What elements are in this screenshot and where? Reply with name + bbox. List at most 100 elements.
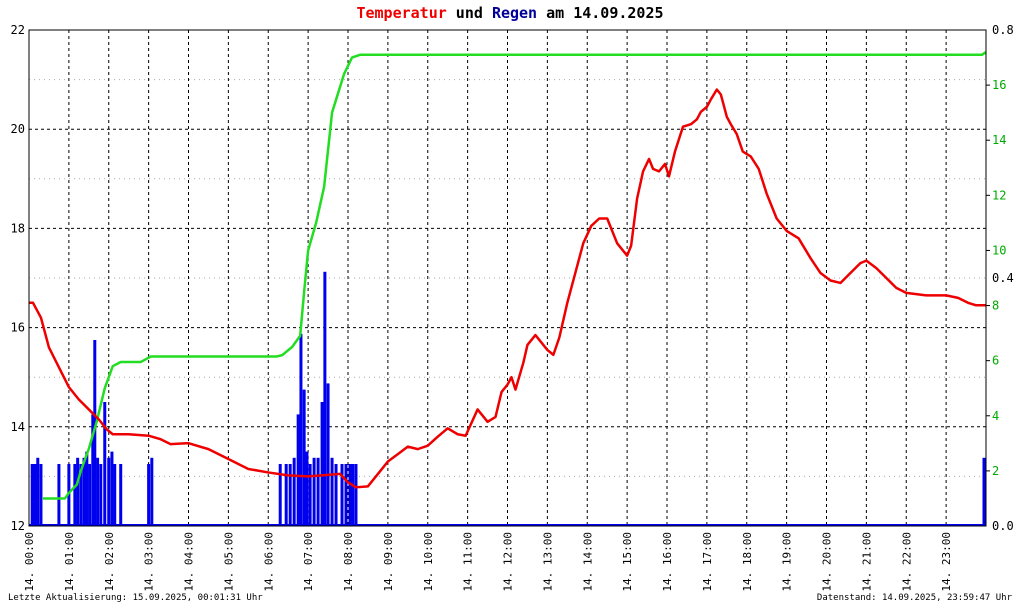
x-tick-label: 14. 11:00 xyxy=(462,532,475,592)
grid xyxy=(29,30,986,526)
y-right-total-tick-label: 10 xyxy=(992,243,1006,257)
rain-rate-bar xyxy=(320,402,324,526)
x-tick-label: 14. 08:00 xyxy=(342,532,355,592)
rain-rate-bar xyxy=(107,457,111,526)
y-left-tick-label: 16 xyxy=(11,321,25,335)
x-tick-label: 14. 15:00 xyxy=(621,532,634,592)
rain-rate-bar xyxy=(288,464,292,526)
rain-rate-bar xyxy=(344,464,348,526)
rain-rate-bar xyxy=(73,464,77,526)
y-right-total-tick-label: 16 xyxy=(992,78,1006,92)
y-right-rate-tick-label: 0.4 xyxy=(992,271,1014,285)
rain-rate-bar xyxy=(91,414,95,526)
rain-rate-bar xyxy=(312,457,316,526)
rain-rate-bar xyxy=(330,457,334,526)
title-temperature: Temperatur xyxy=(356,4,447,22)
axes xyxy=(28,29,990,527)
y-right-total-tick-label: 4 xyxy=(992,409,999,423)
rain-rate-bar xyxy=(113,464,117,526)
x-tick-label: 14. 14:00 xyxy=(581,532,594,592)
rain-rate-bar xyxy=(982,457,986,526)
y-right-total-tick-label: 8 xyxy=(992,299,999,313)
title-and: und xyxy=(446,4,492,22)
y-right-rate-tick-label: 0.0 xyxy=(992,519,1014,533)
rain-rate-bar xyxy=(323,271,327,526)
rain-rate-bar xyxy=(119,464,123,526)
y-right-total-tick-label: 14 xyxy=(992,133,1006,147)
rain-rate-bar xyxy=(292,457,296,526)
x-tick-label: 14. 02:00 xyxy=(103,532,116,592)
plot-frame xyxy=(28,29,987,527)
x-tick-label: 14. 03:00 xyxy=(143,532,156,592)
rain-rate-bar xyxy=(299,333,303,526)
title-date: am 14.09.2025 xyxy=(537,4,664,22)
rain-rate-bar xyxy=(99,464,103,526)
data-lines xyxy=(29,51,987,500)
rain-rate-bar xyxy=(316,457,320,526)
y-right-rate-tick-label: 0.8 xyxy=(992,23,1014,37)
rain-rate-bar xyxy=(88,464,92,526)
x-tick-label: 14. 00:00 xyxy=(23,532,36,592)
rain-total-line xyxy=(42,51,987,500)
x-tick-label: 14. 20:00 xyxy=(821,532,834,592)
rain-rate-bar xyxy=(334,464,338,526)
x-tick-label: 14. 12:00 xyxy=(502,532,515,592)
rain-rate-bar xyxy=(284,464,288,526)
x-tick-label: 14. 16:00 xyxy=(661,532,674,592)
rain-rate-bar xyxy=(82,457,86,526)
rain-rate-bar xyxy=(96,457,100,526)
rain-rate-bar xyxy=(39,464,43,526)
x-tick-label: 14. 10:00 xyxy=(422,532,435,592)
x-tick-label: 14. 13:00 xyxy=(541,532,554,592)
rain-rate-bar xyxy=(296,414,300,526)
rain-rate-bar xyxy=(308,464,312,526)
rain-rate-bar xyxy=(351,464,355,526)
chart-title: Temperatur und Regen am 14.09.2025 xyxy=(0,4,1020,22)
y-left-tick-label: 12 xyxy=(11,519,25,533)
y-right-total-tick-label: 6 xyxy=(992,354,999,368)
title-rain: Regen xyxy=(491,4,538,22)
rain-rate-bar xyxy=(76,457,80,526)
x-tick-label: 14. 18:00 xyxy=(741,532,754,592)
y-right-total-tick-label: 12 xyxy=(992,188,1006,202)
rain-rate-bar xyxy=(33,464,37,526)
y-left-tick-label: 22 xyxy=(11,23,25,37)
x-tick-label: 14. 23:00 xyxy=(940,532,953,592)
x-tick-label: 14. 06:00 xyxy=(262,532,275,592)
rain-rate-bar xyxy=(150,457,154,526)
rain-rate-bar xyxy=(302,389,306,526)
x-tick-label: 14. 05:00 xyxy=(222,532,235,592)
x-tick-label: 14. 21:00 xyxy=(860,532,873,592)
x-tick-label: 14. 04:00 xyxy=(183,532,196,592)
footer-data-status: Datenstand: 14.09.2025, 23:59:47 Uhr xyxy=(816,593,1012,603)
footer-last-update: Letzte Aktualisierung: 15.09.2025, 00:01… xyxy=(8,593,263,603)
x-tick-label: 14. 19:00 xyxy=(781,532,794,592)
y-left-tick-label: 14 xyxy=(11,420,25,434)
rain-rate-bar xyxy=(340,464,344,526)
rain-rate-bar xyxy=(278,464,282,526)
rain-rate-bar xyxy=(93,340,97,526)
rain-rate-bars xyxy=(29,271,986,526)
y-left-tick-label: 20 xyxy=(11,122,25,136)
rain-rate-bar xyxy=(30,464,34,526)
rain-rate-bar xyxy=(305,451,309,526)
rain-rate-bar xyxy=(36,457,40,526)
y-left-tick-label: 18 xyxy=(11,221,25,235)
rain-rate-bar xyxy=(57,464,61,526)
temperature-line xyxy=(29,88,986,489)
rain-rate-bar xyxy=(354,464,358,526)
x-tick-label: 14. 07:00 xyxy=(302,532,315,592)
x-tick-label: 14. 17:00 xyxy=(701,532,714,592)
rain-rate-bar xyxy=(79,464,83,526)
y-right-total-tick-label: 2 xyxy=(992,464,999,478)
x-tick-label: 14. 09:00 xyxy=(382,532,395,592)
rain-rate-bar xyxy=(85,451,89,526)
x-tick-label: 14. 01:00 xyxy=(63,532,76,592)
rain-rate-bar xyxy=(348,464,352,526)
rain-rate-bar xyxy=(103,402,107,526)
rain-rate-bar xyxy=(147,464,151,526)
x-tick-label: 14. 22:00 xyxy=(900,532,913,592)
rain-rate-bar xyxy=(326,383,330,526)
